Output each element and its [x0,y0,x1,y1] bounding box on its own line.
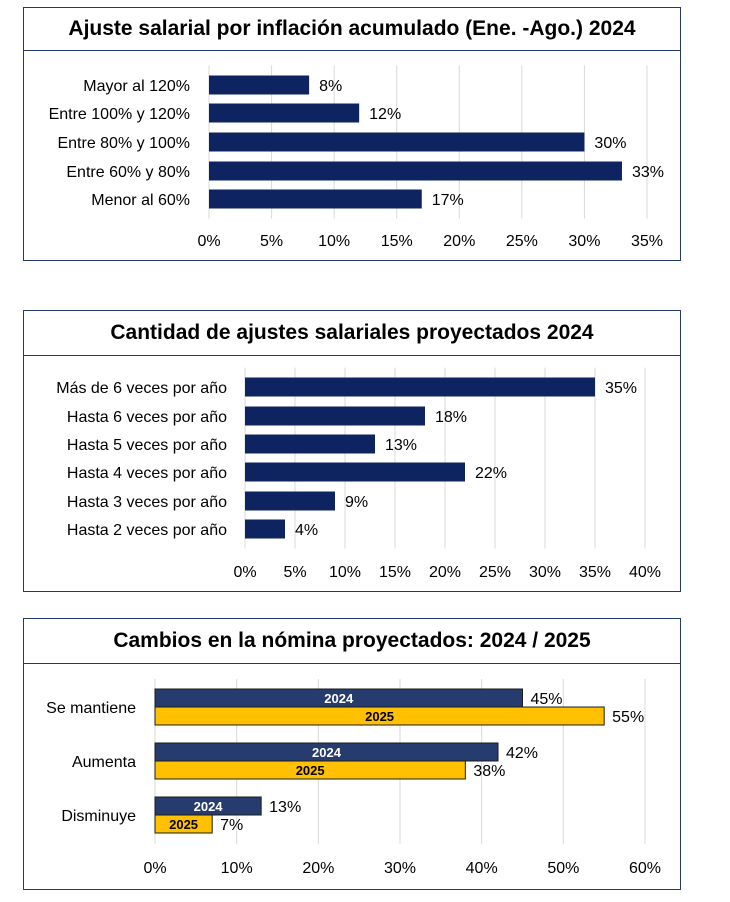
bar [209,189,422,209]
x-tick-label: 40% [629,564,661,581]
data-label: 9% [345,494,368,511]
category-label: Hasta 5 veces por año [67,437,227,454]
chart-plot: 0% 10% 20% 30% 40% 50% 60% Se mantiene 2024 45% 20… [46,679,661,877]
data-label: 30% [594,135,626,152]
x-tick-label: 30% [568,233,600,250]
bar [245,377,595,397]
data-label: 38% [473,763,505,780]
category-label: Hasta 6 veces por año [67,409,227,426]
series-label: 2025 [365,709,394,724]
category-label: Se mantiene [46,700,136,717]
data-label: 22% [475,465,507,482]
bar [245,519,285,539]
category-label: Hasta 2 veces por año [67,522,227,539]
x-tick-label: 30% [384,860,416,877]
bar [154,760,466,780]
x-tick-label: 20% [302,860,334,877]
x-tick-label: 0% [197,233,220,250]
series-label: 2025 [169,817,198,832]
x-tick-label: 15% [379,564,411,581]
data-label: 13% [385,437,417,454]
bar [209,75,310,95]
x-tick-label: 25% [479,564,511,581]
data-label: 4% [295,522,318,539]
data-label: 13% [269,799,301,816]
x-tick-label: 0% [143,860,166,877]
chart-panel-inflation-adjustment: Ajuste salarial por inflación acumulado … [23,7,681,261]
data-label: 17% [432,192,464,209]
bar [209,103,360,123]
bar [245,462,465,482]
series-label: 2024 [194,799,224,814]
x-tick-label: 35% [631,233,663,250]
bar [245,434,375,454]
chart-plot: 0% 5% 10% 15% 20% 25% 30% 35% Mayor al 120% 8% Ent… [49,65,664,250]
x-tick-label: 50% [547,860,579,877]
data-label: 42% [506,745,538,762]
category-label: Disminuye [61,808,136,825]
category-label: Aumenta [72,754,136,771]
series-label: 2025 [296,763,325,778]
bar [209,161,622,181]
category-label: Entre 60% y 80% [66,164,190,181]
series-label: 2024 [312,745,342,760]
x-tick-label: 30% [529,564,561,581]
x-tick-label: 5% [260,233,283,250]
data-label: 18% [435,409,467,426]
x-tick-label: 5% [283,564,306,581]
category-label: Menor al 60% [91,192,190,209]
chart-plot: 0% 5% 10% 15% 20% 25% 30% 35% 40% Más de 6 veces … [56,367,661,581]
bar [154,706,605,726]
x-tick-label: 20% [443,233,475,250]
x-tick-label: 40% [466,860,498,877]
x-tick-label: 10% [221,860,253,877]
x-tick-label: 0% [233,564,256,581]
data-label: 55% [612,709,644,726]
category-label: Hasta 4 veces por año [67,465,227,482]
category-label: Entre 100% y 120% [49,106,190,123]
chart-panel-projected-adjustments: Cantidad de ajustes salariales proyectad… [23,310,681,592]
data-label: 7% [220,817,243,834]
x-tick-label: 10% [329,564,361,581]
bar [209,132,585,152]
bar [154,814,213,834]
data-label: 8% [319,78,342,95]
x-tick-label: 10% [318,233,350,250]
series-label: 2024 [324,691,354,706]
chart-title: Cantidad de ajustes salariales proyectad… [24,311,680,356]
data-label: 33% [632,164,664,181]
chart-title: Cambios en la nómina proyectados: 2024 /… [24,619,680,664]
x-tick-label: 35% [579,564,611,581]
bar [245,491,335,511]
category-label: Hasta 3 veces por año [67,494,227,511]
data-label: 35% [605,380,637,397]
category-label: Más de 6 veces por año [56,380,227,397]
chart-panel-payroll-changes: Cambios en la nómina proyectados: 2024 /… [23,618,681,890]
x-tick-label: 60% [629,860,661,877]
bar [245,406,425,426]
chart-title: Ajuste salarial por inflación acumulado … [24,8,680,51]
data-label: 12% [369,106,401,123]
data-label: 45% [531,691,563,708]
category-label: Mayor al 120% [83,78,190,95]
category-label: Entre 80% y 100% [57,135,190,152]
x-tick-label: 15% [381,233,413,250]
x-tick-label: 20% [429,564,461,581]
x-tick-label: 25% [506,233,538,250]
